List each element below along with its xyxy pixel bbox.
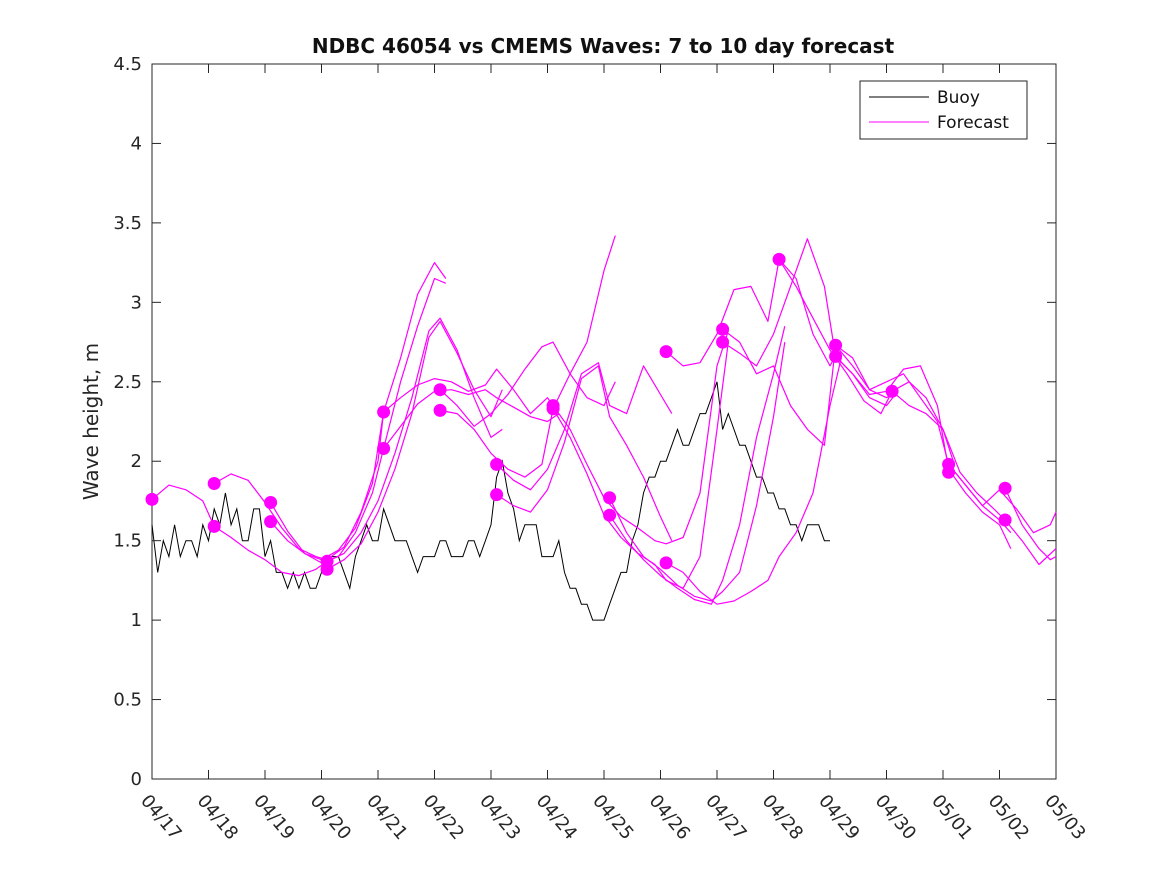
y-tick-label: 4	[131, 133, 142, 154]
y-tick-label: 0.5	[113, 690, 142, 711]
forecast-line-19	[722, 328, 899, 446]
forecast-start-marker	[490, 488, 504, 502]
forecast-start-marker	[377, 405, 391, 419]
forecast-start-marker	[772, 252, 786, 266]
forecast-line-3	[270, 277, 447, 564]
forecast-start-marker	[998, 513, 1012, 527]
forecast-start-marker	[603, 491, 617, 505]
forecast-start-marker	[659, 556, 673, 570]
forecast-start-marker	[716, 335, 730, 349]
y-tick-label: 2	[131, 451, 142, 472]
forecast-start-marker	[716, 322, 730, 336]
forecast-line-13	[552, 330, 729, 545]
forecast-line-11	[496, 362, 673, 491]
forecast-line-4	[270, 262, 447, 561]
y-axis-label: Wave height, m	[79, 343, 103, 500]
y-tick-label: 1	[131, 610, 142, 631]
forecast-start-marker	[433, 383, 447, 397]
forecast-line-7	[383, 368, 560, 416]
forecast-start-marker	[490, 457, 504, 471]
forecast-start-marker	[145, 492, 159, 506]
forecast-line-20	[722, 238, 899, 407]
forecast-line-8	[383, 389, 560, 449]
forecast-start-marker	[829, 349, 843, 363]
forecast-start-marker	[659, 345, 673, 359]
forecast-line-23	[835, 355, 1012, 549]
forecast-line-5	[326, 317, 503, 562]
forecast-line-24	[891, 390, 1057, 566]
forecast-line-17	[665, 258, 842, 367]
chart-title: NDBC 46054 vs CMEMS Waves: 7 to 10 day f…	[312, 34, 895, 58]
forecast-start-marker	[603, 508, 617, 522]
forecast-line-21	[778, 259, 955, 465]
forecast-start-marker	[546, 402, 560, 416]
legend-label-buoy: Buoy	[937, 88, 980, 108]
y-tick-label: 2.5	[113, 372, 142, 393]
forecast-line-9	[439, 341, 616, 427]
forecast-line-22	[835, 344, 1012, 534]
forecast-line-15	[609, 342, 786, 602]
y-tick-label: 0	[131, 769, 142, 790]
forecast-start-marker	[207, 477, 221, 490]
y-tick-label: 3	[131, 292, 142, 313]
buoy-series	[151, 381, 830, 621]
forecast-line-10	[439, 235, 616, 478]
forecast-series	[151, 235, 1057, 605]
forecast-line-18	[665, 357, 842, 605]
forecast-start-marker	[320, 562, 334, 576]
forecast-start-marker	[264, 496, 278, 509]
forecast-start-marker	[942, 465, 956, 479]
forecast-line-25	[948, 464, 1057, 534]
forecast-line-16	[609, 326, 786, 605]
y-tick-label: 1.5	[113, 531, 142, 552]
forecast-line-26	[1004, 487, 1057, 561]
legend-label-forecast: Forecast	[937, 113, 1009, 133]
y-tick-label: 4.5	[113, 54, 142, 75]
legend-box	[859, 80, 1028, 140]
forecast-start-marker	[377, 442, 391, 455]
buoy-line	[151, 381, 830, 621]
forecast-line-6	[326, 320, 503, 570]
forecast-line-12	[496, 365, 673, 541]
legend: Buoy Forecast	[859, 80, 1028, 140]
forecast-start-markers	[145, 252, 1012, 576]
forecast-start-marker	[885, 384, 899, 398]
forecast-start-marker	[264, 515, 278, 529]
forecast-start-marker	[829, 338, 843, 352]
y-tick-label: 3.5	[113, 213, 142, 234]
forecast-start-marker	[207, 519, 221, 533]
plot-area	[151, 63, 1057, 780]
forecast-line-1	[151, 484, 328, 577]
forecast-start-marker	[998, 481, 1012, 495]
forecast-line-2	[213, 411, 385, 561]
forecast-start-marker	[433, 403, 447, 417]
